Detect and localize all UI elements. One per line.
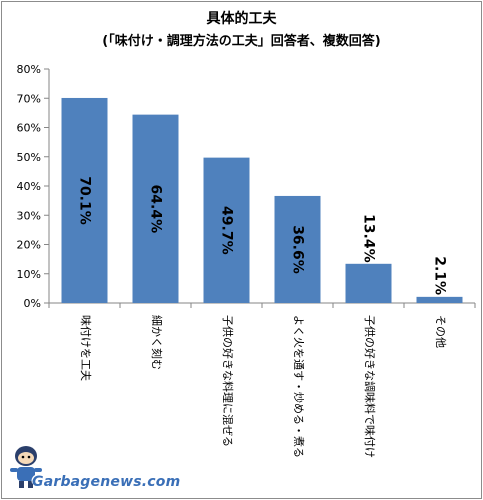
bars <box>61 97 463 304</box>
y-tick-labels: 0% 10% 20% 30% 40% 50% 60% 70% 80% <box>17 63 41 310</box>
category-label: 子供の好きな料理に混ぜる <box>221 315 235 447</box>
data-labels: 70.1% 64.4% 49.7% 36.6% 13.4% 2.1% <box>77 176 448 295</box>
y-tick-label: 70% <box>17 92 41 105</box>
y-tick-label: 0% <box>24 297 41 310</box>
bar <box>416 296 463 303</box>
y-tick-label: 50% <box>17 151 41 164</box>
chart-title: 具体的工夫 <box>206 11 277 27</box>
bar <box>61 97 108 304</box>
category-label: 子供の好きな調味料で味付け <box>363 315 377 458</box>
category-label: 味付けを工夫 <box>79 315 92 381</box>
y-tick-label: 40% <box>17 180 41 193</box>
data-label: 36.6% <box>290 225 306 274</box>
watermark: Garbagenews.com <box>6 440 196 495</box>
data-label: 70.1% <box>77 176 93 225</box>
category-labels: 味付けを工夫 細かく刻む 子供の好きな料理に混ぜる よく火を通す・炒める・煮る 子供の好… <box>79 315 447 458</box>
bar <box>345 263 392 303</box>
chart-subtitle: (「味付け・調理方法の工夫」回答者、複数回答) <box>102 34 381 49</box>
data-label: 13.4% <box>361 214 377 263</box>
category-label: 細かく刻む <box>150 315 164 370</box>
y-tick-label: 80% <box>17 63 41 76</box>
y-tick-label: 60% <box>17 122 41 135</box>
y-tick-label: 30% <box>17 209 41 222</box>
y-tick-label: 20% <box>17 239 41 252</box>
mascot-character-icon <box>10 446 42 488</box>
data-label: 2.1% <box>432 256 448 295</box>
category-label: よく火を通す・炒める・煮る <box>292 315 305 458</box>
bar <box>132 114 179 303</box>
data-label: 64.4% <box>148 185 164 234</box>
watermark-text: Garbagenews.com <box>32 474 181 490</box>
axes <box>44 68 476 308</box>
y-tick-label: 10% <box>17 268 41 281</box>
data-label: 49.7% <box>219 206 235 255</box>
bar <box>203 157 250 303</box>
bar <box>274 195 321 303</box>
category-label: その他 <box>434 315 447 348</box>
